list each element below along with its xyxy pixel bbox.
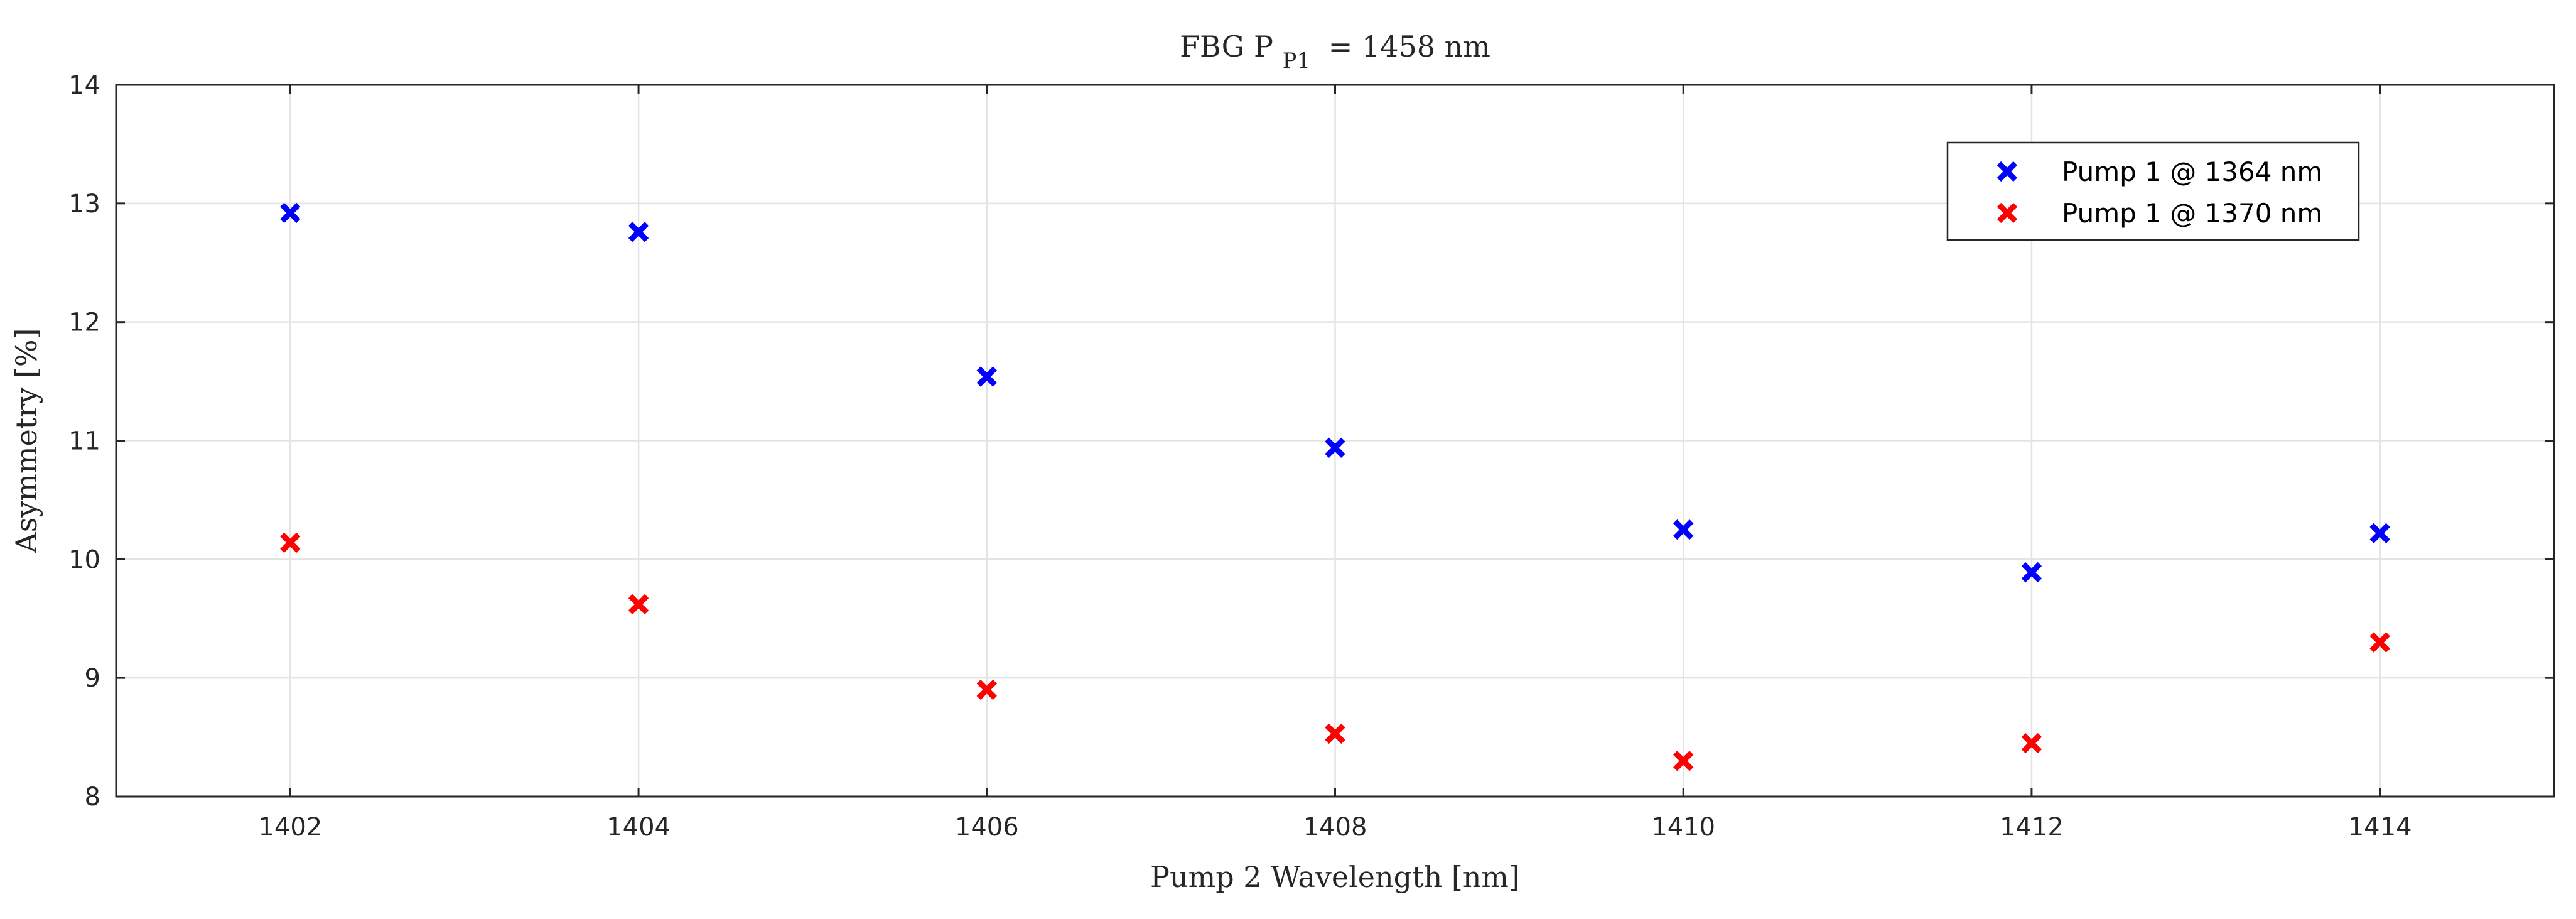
- chart-title: FBG P P1 = 1458 nm: [1180, 30, 1490, 75]
- marker-stroke: [280, 532, 301, 553]
- y-axis-title: Asymmetry [%]: [9, 329, 43, 554]
- chart-title-subscript: P1: [1283, 48, 1311, 73]
- x-tick-label: 1414: [2348, 813, 2412, 842]
- x-tick-label: 1408: [1303, 813, 1367, 842]
- x-tick-label: 1410: [1651, 813, 1715, 842]
- marker-stroke: [1325, 723, 1345, 744]
- data-point-series-2: [1325, 723, 1345, 744]
- data-point-series-2: [628, 594, 649, 615]
- data-point-series-2: [280, 532, 301, 553]
- axis-ticks: 1402 1404 1406 1408 1410 1412 1414 8 9 10 11 12 13 14: [68, 71, 2554, 842]
- marker-stroke: [2021, 562, 2042, 583]
- marker-stroke: [1673, 751, 1694, 771]
- data-point-series-2: [1673, 751, 1694, 771]
- data-point-series-1: [280, 202, 301, 224]
- x-tick-label: 1412: [2000, 813, 2064, 842]
- data-point-series-2: [2369, 632, 2390, 653]
- y-tick-label: 13: [68, 190, 100, 219]
- marker-stroke: [1325, 437, 1345, 459]
- data-point-series-1: [976, 366, 997, 387]
- y-tick-label: 9: [85, 664, 100, 693]
- data-point-series-2: [2021, 732, 2042, 754]
- y-tick-label: 10: [68, 545, 100, 574]
- chart-title-main: FBG P: [1180, 30, 1273, 63]
- data-point-series-1: [1325, 437, 1345, 459]
- data-point-series-1: [2369, 523, 2390, 543]
- marker-stroke: [2369, 523, 2390, 543]
- y-tick-label: 14: [68, 71, 100, 100]
- legend: Pump 1 @ 1364 nm Pump 1 @ 1370 nm: [1946, 141, 2360, 241]
- marker-stroke: [280, 202, 301, 224]
- marker-stroke: [976, 366, 997, 387]
- marker-stroke: [628, 594, 649, 615]
- x-tick-label: 1406: [955, 813, 1019, 842]
- data-point-series-1: [628, 221, 649, 242]
- legend-entries: Pump 1 @ 1364 nm Pump 1 @ 1370 nm: [1997, 156, 2322, 229]
- marker-stroke: [1997, 161, 2018, 182]
- marker-stroke: [1673, 519, 1694, 540]
- legend-label-2: Pump 1 @ 1370 nm: [2062, 198, 2322, 229]
- x-tick-label: 1404: [606, 813, 671, 842]
- legend-marker-2: [1997, 202, 2018, 224]
- legend-box: [1946, 141, 2360, 241]
- data-point-series-1: [2021, 562, 2042, 583]
- data-point-series-1: [1673, 519, 1694, 540]
- y-tick-label: 11: [68, 427, 100, 456]
- marker-stroke: [2369, 632, 2390, 653]
- marker-stroke: [2021, 732, 2042, 754]
- x-axis-title: Pump 2 Wavelength [nm]: [1150, 860, 1520, 894]
- y-tick-label: 8: [85, 783, 100, 812]
- marker-stroke: [628, 221, 649, 242]
- chart-title-suffix: = 1458 nm: [1328, 30, 1490, 63]
- marker-stroke: [976, 679, 997, 700]
- legend-label-1: Pump 1 @ 1364 nm: [2062, 156, 2322, 187]
- marker-stroke: [1997, 202, 2018, 224]
- legend-marker-1: [1997, 161, 2018, 182]
- data-markers: [280, 202, 2390, 771]
- data-point-series-2: [976, 679, 997, 700]
- x-tick-label: 1402: [258, 813, 322, 842]
- y-tick-label: 12: [68, 308, 100, 337]
